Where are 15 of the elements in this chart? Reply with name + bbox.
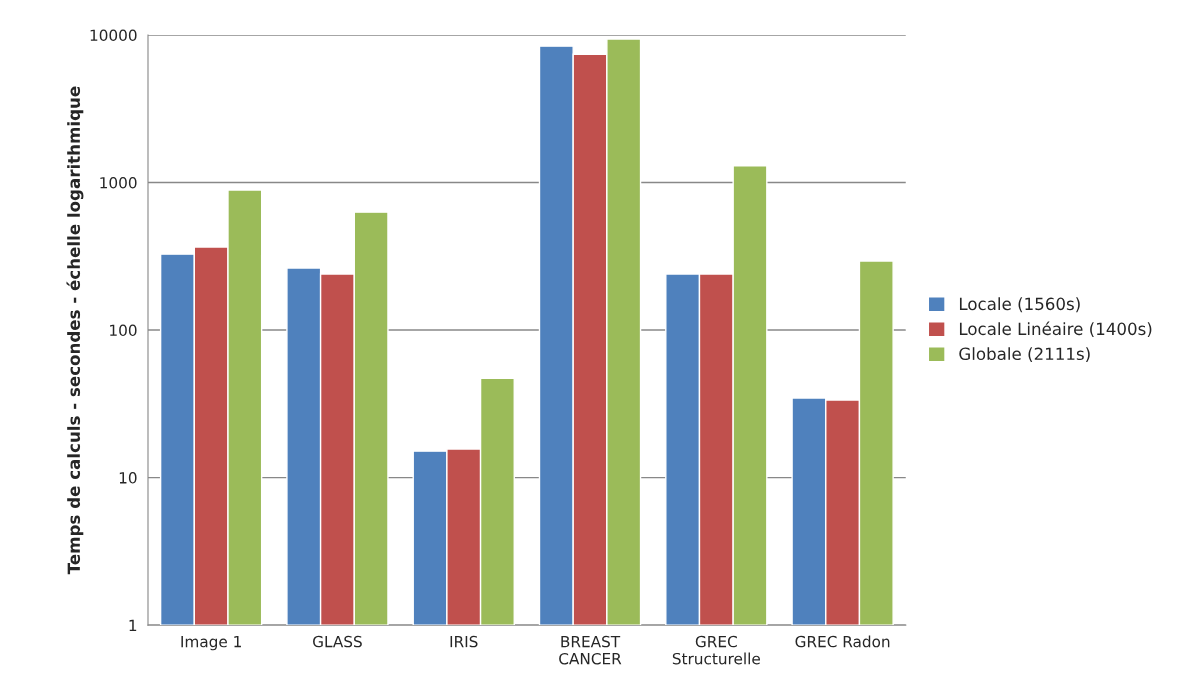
legend-label: Locale (1560s) — [959, 297, 1080, 313]
x-tick-label: GREC Structurelle — [672, 635, 760, 665]
y-tick-label: 1000 — [100, 176, 137, 189]
y-tick-label: 10000 — [90, 29, 137, 42]
y-tick-label: 10 — [119, 472, 137, 484]
x-tick-label: IRIS — [450, 635, 478, 648]
x-tick-label: Image 1 — [181, 635, 241, 651]
x-tick-label: GLASS — [313, 635, 362, 648]
legend-label: Locale Linéaire (1400s) — [959, 321, 1152, 338]
y-axis-title: Temps de calculs - secondes - échelle logarithmique — [66, 86, 84, 575]
y-tick-label: 100 — [110, 324, 137, 337]
legend-label: Globale (2111s) — [959, 347, 1090, 363]
x-tick-label: GREC Radon — [795, 635, 890, 648]
x-tick-label: BREAST CANCER — [559, 635, 622, 665]
y-tick-label: 1 — [129, 619, 137, 631]
